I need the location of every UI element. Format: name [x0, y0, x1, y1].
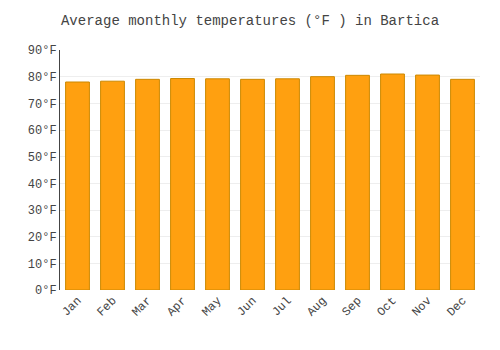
svg-text:Jan: Jan: [59, 294, 84, 319]
svg-text:60°F: 60°F: [28, 124, 57, 138]
svg-text:Aug: Aug: [304, 294, 329, 319]
svg-text:70°F: 70°F: [28, 98, 57, 112]
svg-text:30°F: 30°F: [28, 204, 57, 218]
svg-text:Nov: Nov: [409, 294, 434, 319]
svg-text:Mar: Mar: [129, 294, 154, 319]
svg-text:Jul: Jul: [269, 294, 294, 319]
svg-text:80°F: 80°F: [28, 71, 57, 85]
svg-text:Average monthly temperatures (: Average monthly temperatures (°F ) in Ba…: [61, 13, 439, 29]
svg-text:Apr: Apr: [164, 294, 189, 319]
svg-text:Jun: Jun: [234, 294, 259, 319]
svg-text:40°F: 40°F: [28, 178, 57, 192]
svg-text:50°F: 50°F: [28, 151, 57, 165]
svg-text:10°F: 10°F: [28, 258, 57, 272]
svg-text:Dec: Dec: [444, 294, 469, 319]
svg-text:Feb: Feb: [94, 294, 119, 319]
svg-text:90°F: 90°F: [28, 44, 57, 58]
svg-text:0°F: 0°F: [35, 284, 57, 298]
svg-text:May: May: [199, 294, 224, 319]
svg-text:20°F: 20°F: [28, 231, 57, 245]
svg-text:Oct: Oct: [374, 294, 399, 319]
svg-text:Sep: Sep: [339, 294, 364, 319]
